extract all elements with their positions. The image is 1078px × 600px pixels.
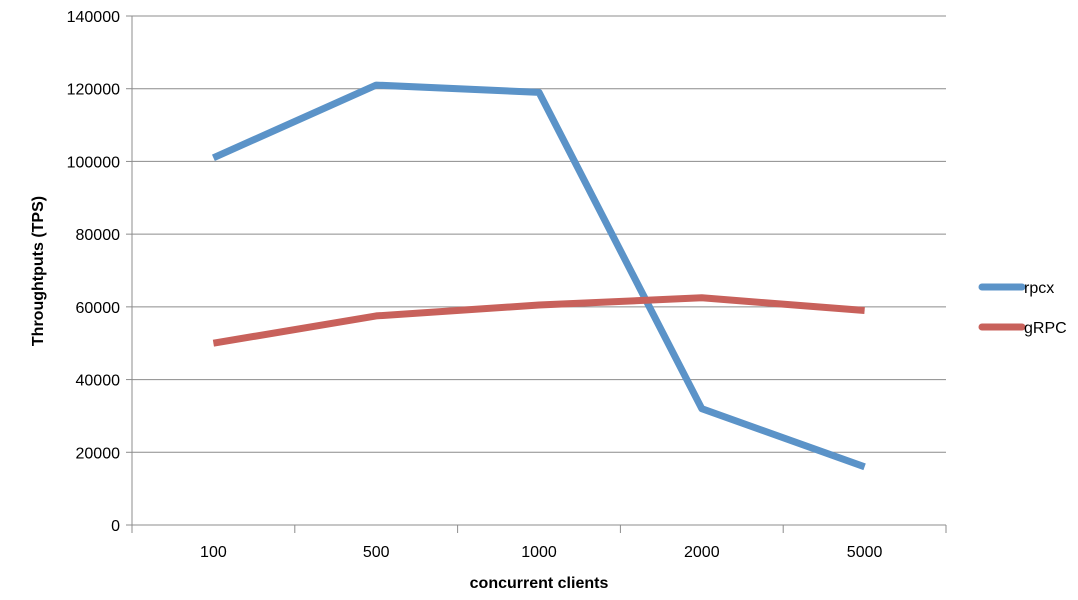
y-tick-label: 140000 [67, 9, 120, 26]
legend: rpcx gRPC [978, 280, 1067, 337]
y-tick-label: 0 [111, 518, 120, 535]
y-tick-label: 80000 [76, 227, 121, 244]
series-line-grpc [212, 294, 865, 347]
x-tick-labels: 100 500 1000 2000 5000 [200, 544, 882, 561]
series-line-rpcx [211, 81, 866, 471]
y-tick-label: 40000 [76, 373, 121, 390]
grid-lines [132, 15, 946, 453]
x-tick-label: 500 [363, 544, 390, 561]
x-tick-label: 100 [200, 544, 227, 561]
axes [126, 15, 947, 533]
x-tick-label: 1000 [521, 544, 557, 561]
y-tick-label: 100000 [67, 154, 120, 171]
y-tick-labels: 0 20000 40000 60000 80000 100000 120000 140000 [67, 9, 120, 535]
series-lines [211, 81, 866, 471]
y-tick-label: 20000 [76, 445, 121, 462]
x-axis-title: concurrent clients [470, 575, 609, 592]
x-tick-label: 5000 [847, 544, 883, 561]
y-tick-label: 120000 [67, 82, 120, 99]
y-axis-title: Throughtputs (TPS) [30, 196, 47, 346]
y-tick-label: 60000 [76, 300, 121, 317]
legend-label-grpc: gRPC [1024, 320, 1067, 337]
legend-label-rpcx: rpcx [1024, 280, 1054, 297]
x-tick-label: 2000 [684, 544, 720, 561]
